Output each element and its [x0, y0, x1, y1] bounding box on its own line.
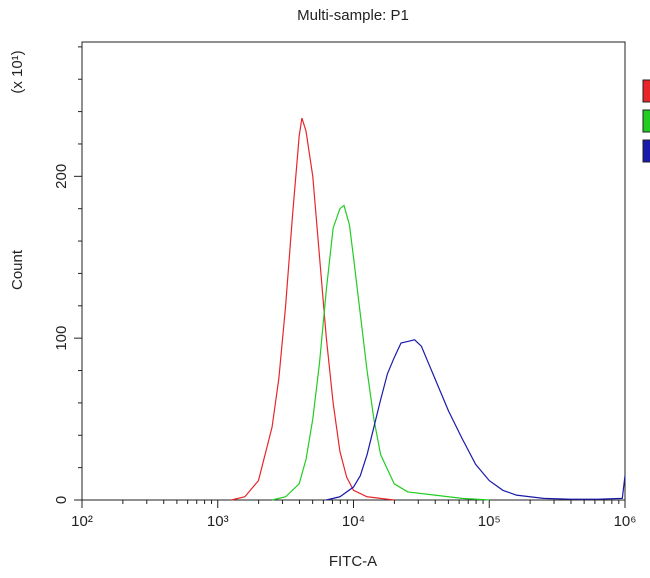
x-axis-label: FITC-A	[329, 553, 377, 570]
y-axis-label: Count	[9, 249, 26, 290]
y-tick-label: 200	[53, 164, 70, 189]
legend-swatch	[642, 139, 650, 163]
legend-swatch	[642, 109, 650, 133]
histogram-line	[271, 204, 490, 501]
histogram-line	[326, 339, 626, 501]
y-tick-label: 100	[53, 326, 70, 351]
x-tick-label: 10⁴	[342, 513, 365, 530]
x-tick-label: 10⁵	[478, 513, 501, 530]
y-tick-label: 0	[53, 496, 70, 504]
legend-swatch	[642, 79, 650, 103]
x-tick-label: 10²	[71, 513, 93, 530]
x-tick-label: 10⁶	[614, 513, 637, 530]
chart-title: Multi-sample: P1	[297, 7, 409, 24]
x-tick-label: 10³	[207, 513, 229, 530]
y-multiplier-label: (x 10¹)	[9, 50, 26, 93]
plot-frame	[81, 41, 626, 501]
